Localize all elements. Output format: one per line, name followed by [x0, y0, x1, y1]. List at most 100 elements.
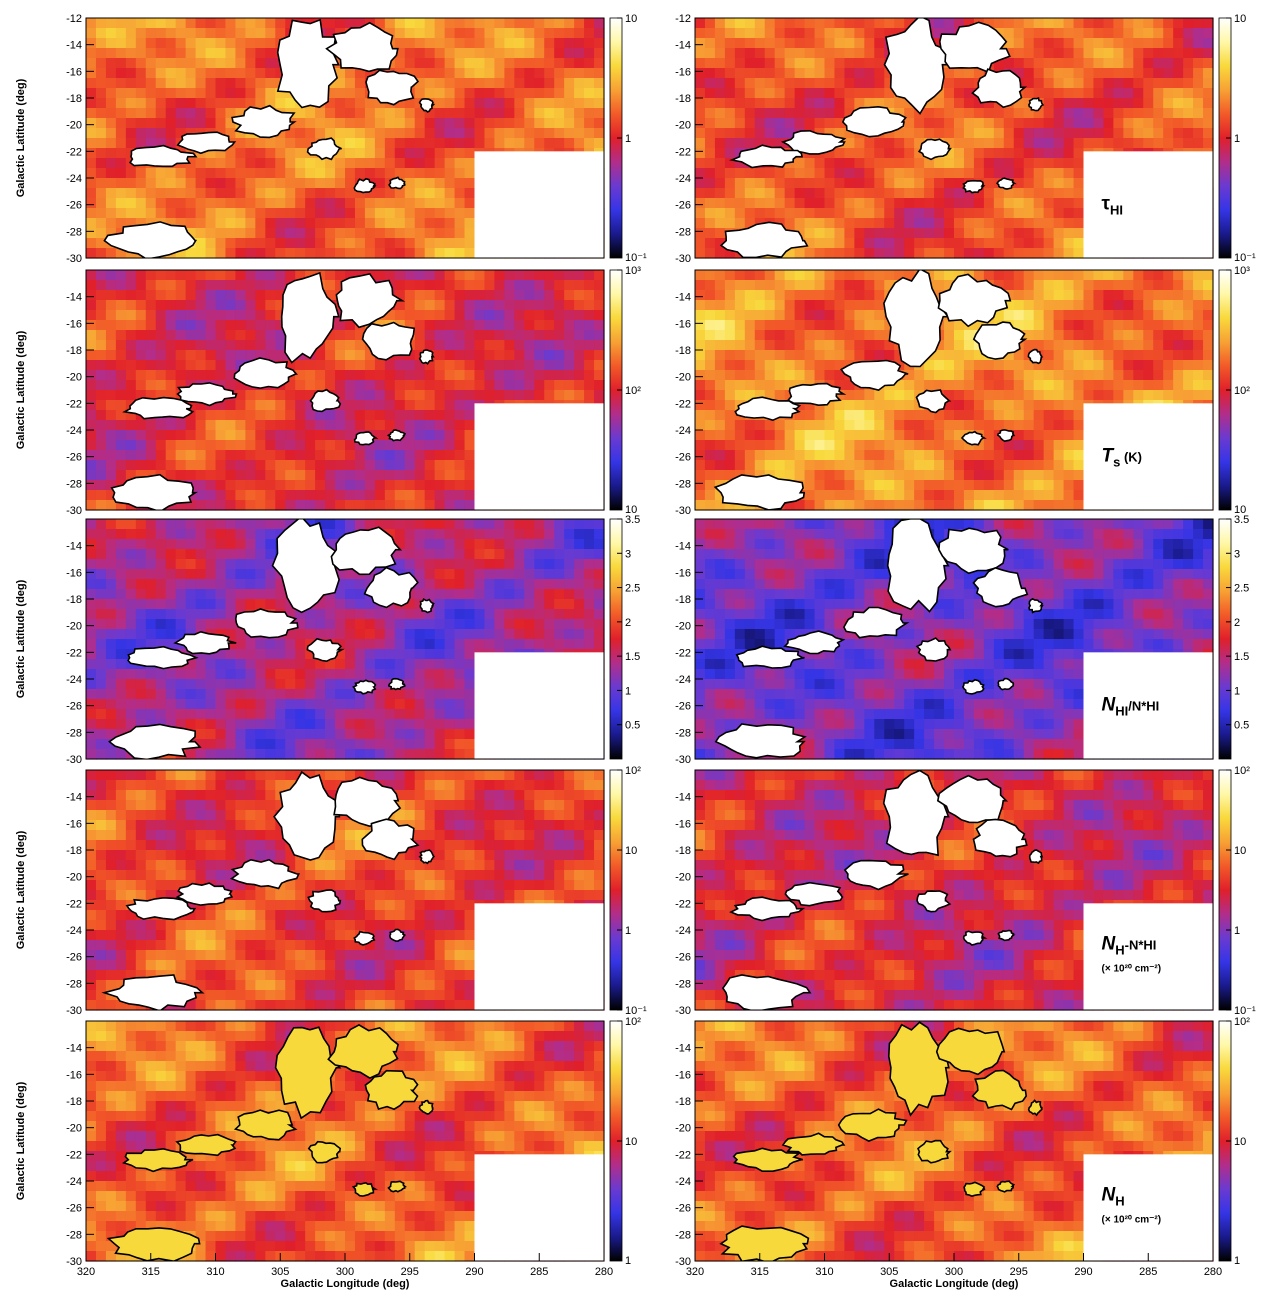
heatmap-cell [934, 118, 945, 129]
heatmap-cell [384, 390, 396, 401]
heatmap-cell [225, 58, 237, 69]
heatmap-cell [1013, 290, 1025, 301]
heatmap-cell [135, 78, 147, 89]
heatmap-cell [1033, 320, 1045, 331]
heatmap-cell [993, 218, 1005, 229]
heatmap-cell [404, 300, 416, 311]
heatmap-cell [834, 480, 846, 491]
heatmap-cell [374, 380, 386, 391]
heatmap-cell [225, 148, 237, 159]
heatmap-cell [1063, 228, 1075, 239]
heatmap-cell [594, 350, 605, 361]
colorbar-tick-label: 10 [625, 13, 637, 25]
heatmap-cell [973, 128, 985, 139]
heatmap-cell [265, 310, 276, 321]
heatmap-cell [255, 450, 266, 461]
heatmap-cell [704, 350, 716, 361]
heatmap-cell [1053, 280, 1065, 291]
heatmap-cell [325, 188, 336, 199]
heatmap-cell [484, 290, 496, 301]
heatmap-cell [814, 68, 826, 79]
heatmap-cell [115, 390, 127, 401]
heatmap-cell [394, 158, 406, 169]
heatmap-cell [744, 58, 756, 69]
heatmap-cell [225, 500, 237, 511]
heatmap-cell [325, 330, 336, 341]
heatmap-cell [255, 248, 266, 259]
heatmap-cell [944, 68, 955, 79]
heatmap-cell [1093, 28, 1105, 39]
heatmap-cell [1033, 18, 1045, 29]
heatmap-cell [744, 370, 756, 381]
heatmap-cell [454, 280, 466, 291]
heatmap-cell [285, 128, 296, 139]
heatmap-cell [424, 310, 436, 321]
heatmap-cell [315, 228, 326, 239]
heatmap-cell [904, 208, 915, 219]
heatmap-cell [1183, 108, 1194, 119]
heatmap-cell [95, 98, 107, 109]
heatmap-cell [494, 138, 505, 149]
heatmap-cell [484, 68, 496, 79]
heatmap-cell [235, 400, 246, 411]
heatmap-cell [474, 108, 486, 119]
heatmap-cell [1073, 248, 1085, 259]
y-tick-label: -22 [66, 398, 82, 410]
heatmap-cell [115, 400, 127, 411]
heatmap-cell [1013, 48, 1025, 59]
heatmap-cell [374, 400, 386, 411]
heatmap-cell [185, 28, 197, 39]
heatmap-cell [1063, 410, 1075, 421]
heatmap-cell [844, 68, 855, 79]
heatmap-cell [1183, 350, 1194, 361]
heatmap-cell [724, 350, 736, 361]
heatmap-cell [1013, 208, 1025, 219]
heatmap-cell [804, 118, 816, 129]
heatmap-cell [824, 88, 836, 99]
heatmap-cell [185, 188, 197, 199]
y-tick-label: -14 [66, 292, 82, 304]
heatmap-cell [1183, 138, 1194, 149]
heatmap-cell [86, 320, 97, 331]
heatmap-cell [904, 270, 915, 281]
heatmap-cell [814, 420, 826, 431]
heatmap-cell [364, 218, 376, 229]
heatmap-cell [464, 78, 476, 89]
heatmap-cell [474, 88, 486, 99]
heatmap-cell [135, 208, 147, 219]
heatmap-cell [394, 370, 406, 381]
heatmap-cell [844, 198, 855, 209]
heatmap-cell [1183, 300, 1194, 311]
heatmap-cell [165, 28, 177, 39]
heatmap-cell [105, 128, 117, 139]
heatmap-cell [514, 300, 525, 311]
heatmap-cell [963, 380, 975, 391]
heatmap-cell [454, 218, 466, 229]
heatmap-cell [215, 18, 227, 29]
heatmap-cell [714, 38, 726, 49]
heatmap-cell [1203, 300, 1214, 311]
heatmap-cell [245, 480, 256, 491]
heatmap-cell [944, 430, 955, 441]
heatmap-cell [864, 310, 875, 321]
heatmap-cell [864, 78, 875, 89]
heatmap-cell [125, 68, 137, 79]
heatmap-cell [504, 390, 515, 401]
heatmap-cell [794, 280, 806, 291]
heatmap-cell [374, 178, 386, 189]
heatmap-cell [305, 480, 316, 491]
heatmap-cell [195, 218, 207, 229]
heatmap-cell [794, 88, 806, 99]
heatmap-cell [245, 138, 256, 149]
heatmap-cell [834, 350, 846, 361]
heatmap-cell [704, 420, 716, 431]
map-frame [85, 269, 605, 511]
heatmap-cell [424, 290, 436, 301]
heatmap-cell [255, 78, 266, 89]
heatmap-cell [744, 18, 756, 29]
heatmap-cell [704, 188, 716, 199]
heatmap-cell [874, 280, 885, 291]
heatmap-cell [474, 300, 486, 311]
heatmap-cell [954, 410, 965, 421]
heatmap-cell [205, 340, 217, 351]
